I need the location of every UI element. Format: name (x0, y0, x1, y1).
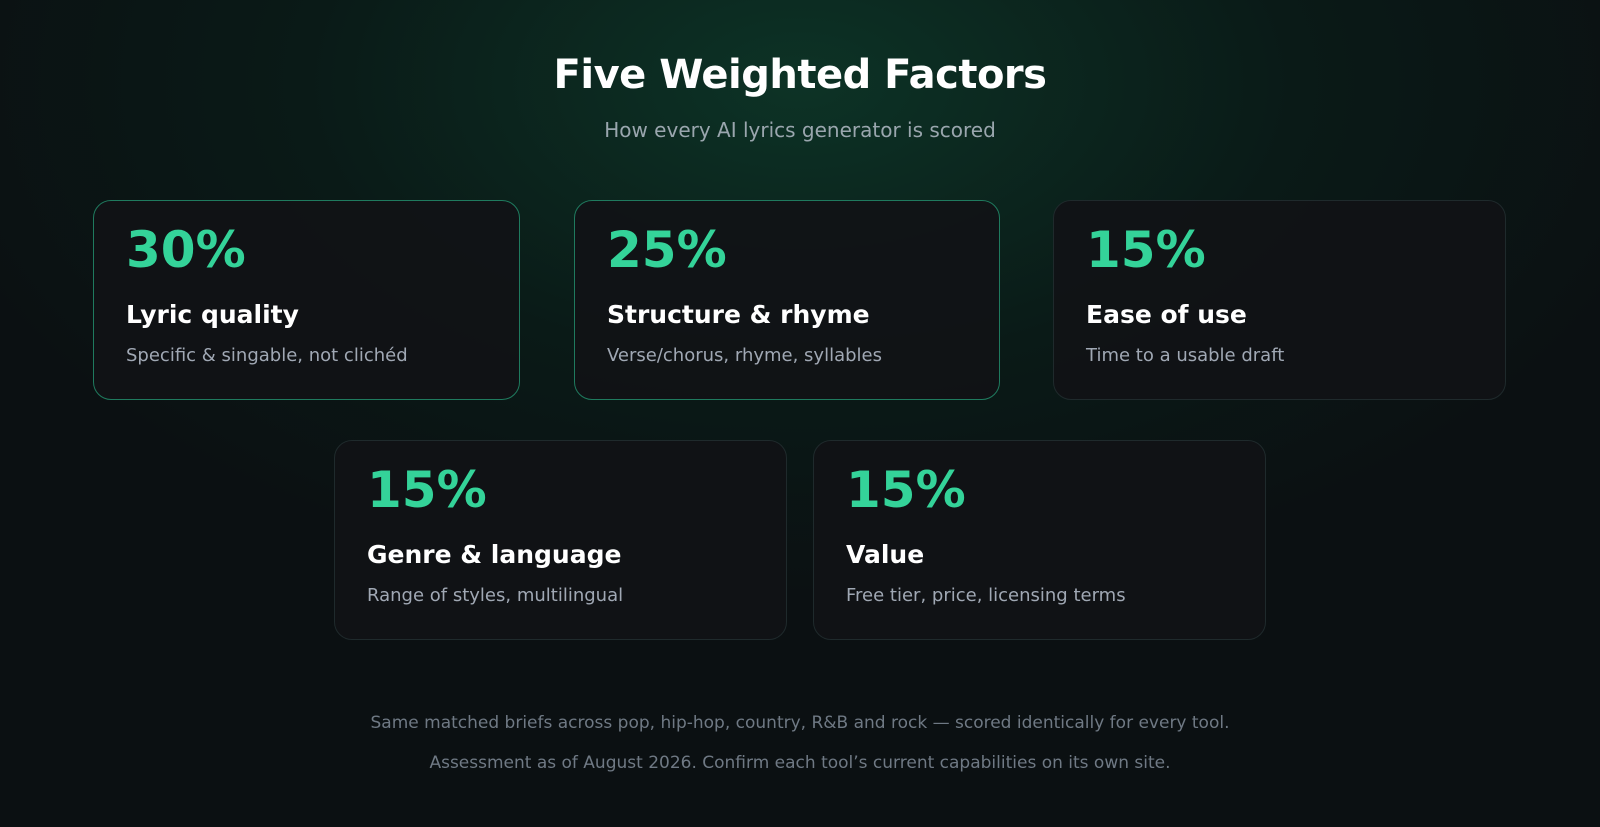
disclaimer: Assessment as of August 2026. Confirm ea… (429, 753, 1171, 773)
factor-card: 25% Structure & rhyme Verse/chorus, rhyme,… (574, 200, 1000, 400)
factor-card: 15% Value Free tier, price, licensing term… (813, 440, 1266, 640)
factor-description: Free tier, price, licensing terms (846, 585, 1126, 606)
factor-card: 15% Ease of use Time to a usable draft (1053, 200, 1506, 400)
factor-weight: 15% (367, 461, 487, 519)
factor-title: Structure & rhyme (607, 300, 870, 329)
factor-title: Ease of use (1086, 300, 1247, 329)
factor-title: Value (846, 540, 925, 569)
factor-card: 15% Genre & language Range of styles, mult… (334, 440, 787, 640)
factor-description: Verse/chorus, rhyme, syllables (607, 345, 882, 366)
factor-description: Time to a usable draft (1086, 345, 1285, 366)
factor-title: Genre & language (367, 540, 622, 569)
factor-weight: 25% (607, 221, 727, 279)
factor-description: Range of styles, multilingual (367, 585, 624, 606)
footnote: Same matched briefs across pop, hip-hop,… (370, 713, 1230, 733)
factor-description: Specific & singable, not clichéd (126, 345, 408, 366)
factor-weight: 30% (126, 221, 246, 279)
title: Five Weighted Factors (553, 52, 1047, 98)
factor-weight: 15% (1086, 221, 1206, 279)
subtitle: How every AI lyrics generator is scored (604, 118, 996, 142)
factor-title: Lyric quality (126, 300, 299, 329)
factor-weight: 15% (846, 461, 966, 519)
factor-card: 30% Lyric quality Specific & singable, not… (93, 200, 520, 400)
